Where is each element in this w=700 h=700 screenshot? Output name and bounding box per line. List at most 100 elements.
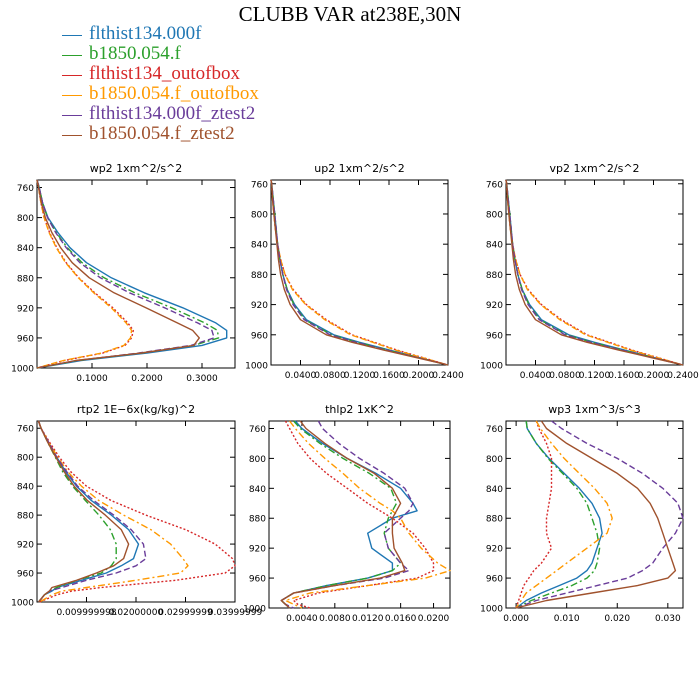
- y-tick-label: 920: [486, 301, 503, 311]
- y-tick-label: 760: [486, 180, 503, 190]
- series-line: [36, 179, 220, 369]
- series-line: [280, 420, 406, 609]
- y-tick-label: 800: [17, 454, 34, 464]
- x-tick-label: 0.0160: [385, 614, 417, 624]
- plot-frame: [505, 420, 684, 609]
- y-tick-label: 960: [486, 331, 503, 341]
- x-tick-label: 0.2000: [131, 374, 163, 384]
- x-tick-label: 0.0120: [352, 614, 384, 624]
- legend-label: b1850.054.f_ztest2: [89, 123, 235, 144]
- y-tick-label: 920: [17, 541, 34, 551]
- series-line: [505, 179, 684, 366]
- y-tick-label: 1000: [11, 365, 34, 375]
- panel-title: up2 1xm^2/s^2: [314, 162, 405, 175]
- x-tick-label: 0.009999998: [56, 608, 116, 618]
- y-tick-label: 760: [249, 425, 266, 435]
- x-tick-label: 0.0800: [314, 371, 346, 381]
- y-tick-label: 880: [486, 271, 503, 281]
- panel-title: rtp2 1E−6x(kg/kg)^2: [77, 403, 195, 416]
- x-tick-label: 0.1600: [608, 371, 640, 381]
- legend-label: b1850.054.f: [89, 43, 181, 64]
- legend-swatch: [62, 95, 82, 96]
- x-tick-label: 0.2400: [667, 371, 699, 381]
- legend-swatch: [62, 135, 82, 136]
- x-tick-label: 0.0800: [549, 371, 581, 381]
- y-tick-label: 880: [249, 515, 266, 525]
- y-tick-label: 840: [249, 485, 266, 495]
- series-line: [37, 420, 117, 603]
- y-tick-label: 840: [486, 241, 503, 251]
- series-line: [505, 179, 684, 366]
- legend-swatch: [62, 115, 82, 116]
- legend-label: flthist134.000f: [89, 23, 202, 44]
- series-line: [36, 179, 201, 369]
- series-line: [515, 420, 603, 609]
- panel-title: wp3 1xm^3/s^3: [548, 403, 641, 416]
- x-tick-label: 0.0400: [520, 371, 552, 381]
- y-tick-label: 760: [17, 425, 34, 435]
- series-line: [515, 420, 684, 609]
- y-tick-label: 880: [251, 271, 268, 281]
- y-tick-label: 800: [249, 455, 266, 465]
- series-line: [270, 179, 449, 366]
- panel: wp2 1xm^2/s^2 760 800 840 880 920 960 1000 0.100…: [11, 162, 236, 384]
- y-tick-label: 760: [251, 180, 268, 190]
- y-tick-label: 1000: [243, 605, 266, 615]
- series-line: [270, 179, 449, 366]
- legend-swatch: [62, 75, 82, 76]
- y-tick-label: 920: [251, 301, 268, 311]
- x-tick-label: 0.2000: [403, 371, 435, 381]
- plot-frame: [268, 420, 451, 609]
- series-line: [270, 179, 449, 366]
- series-line: [37, 420, 189, 603]
- y-tick-label: 800: [486, 455, 503, 465]
- x-tick-label: 0.1000: [76, 374, 108, 384]
- series-line: [270, 179, 449, 366]
- x-tick-label: 0.03999999: [208, 608, 263, 618]
- y-tick-label: 880: [486, 515, 503, 525]
- x-tick-label: 0.030: [655, 614, 681, 624]
- x-tick-label: 0.1200: [579, 371, 611, 381]
- x-tick-label: 0.2000: [638, 371, 670, 381]
- y-tick-label: 800: [486, 210, 503, 220]
- series-line: [280, 420, 414, 609]
- chart-title: CLUBB VAR at238E,30N: [238, 2, 462, 26]
- legend-swatch: [62, 35, 82, 36]
- y-tick-label: 960: [17, 334, 34, 344]
- panel: rtp2 1E−6x(kg/kg)^2 760 800 840 880 920 960 100…: [11, 403, 262, 618]
- x-tick-label: 0.1600: [373, 371, 405, 381]
- series-line: [36, 179, 215, 369]
- x-tick-label: 0.0080: [319, 614, 351, 624]
- series-line: [36, 179, 133, 369]
- panel-title: thlp2 1xK^2: [325, 403, 394, 416]
- y-tick-label: 1000: [480, 362, 503, 372]
- y-tick-label: 840: [251, 241, 268, 251]
- legend-swatch: [62, 55, 82, 56]
- series-line: [270, 179, 449, 366]
- y-tick-label: 880: [17, 512, 34, 522]
- y-tick-label: 920: [486, 545, 503, 555]
- y-tick-label: 760: [17, 184, 34, 194]
- y-tick-label: 960: [486, 575, 503, 585]
- x-tick-label: 0.1200: [344, 371, 376, 381]
- panel: vp2 1xm^2/s^2 760 800 840 880 920 960 1000 0.040…: [480, 162, 699, 381]
- y-tick-label: 1000: [11, 599, 34, 609]
- series-line: [284, 420, 435, 609]
- x-tick-label: 0.0040: [286, 614, 318, 624]
- series-line: [505, 179, 684, 366]
- legend-label: flthist134.000f_ztest2: [89, 103, 256, 124]
- x-tick-label: 0.02999999: [158, 608, 213, 618]
- series-line: [270, 179, 449, 366]
- y-tick-label: 920: [249, 545, 266, 555]
- series-line: [37, 420, 147, 603]
- series-line: [284, 420, 451, 609]
- x-tick-label: 0.0400: [285, 371, 317, 381]
- y-tick-label: 920: [17, 304, 34, 314]
- series-line: [37, 420, 130, 603]
- y-tick-label: 800: [17, 214, 34, 224]
- series-line: [505, 179, 684, 366]
- series-line: [280, 420, 402, 609]
- series-line: [515, 420, 677, 609]
